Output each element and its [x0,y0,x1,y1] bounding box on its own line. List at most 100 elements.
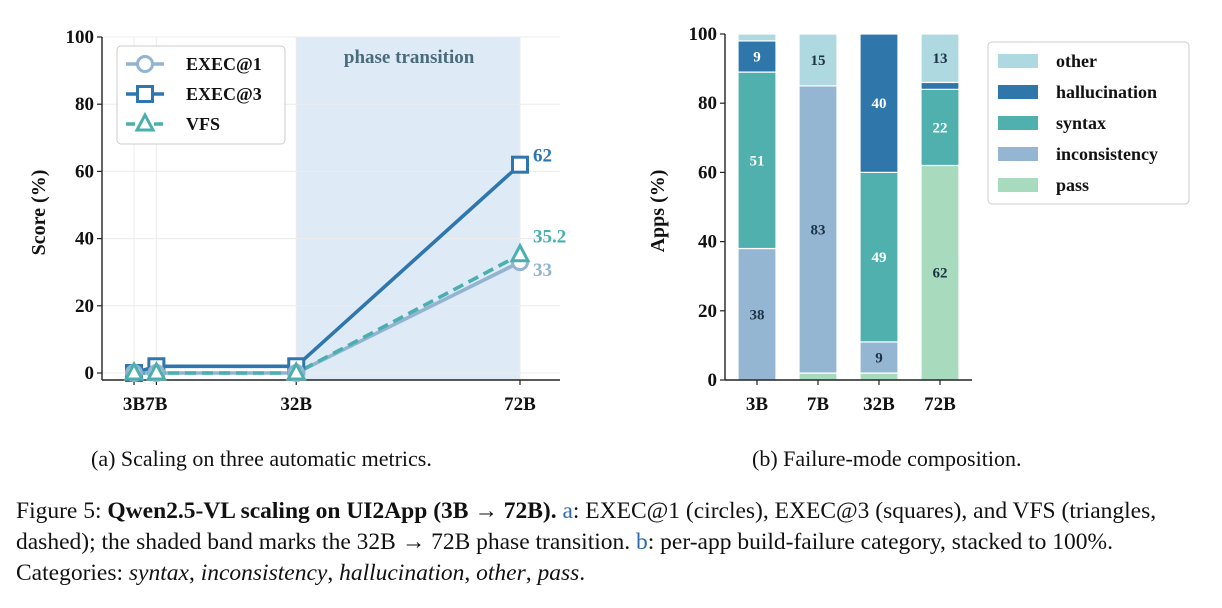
y-tick-label: 100 [689,24,718,45]
data-point-vfs [123,360,145,381]
caption-cat-other: other [476,560,526,586]
figure-caption: Figure 5: Qwen2.5-VL scaling on UI2App (… [16,496,1211,589]
x-tick-label: 32B [863,394,895,415]
y-tick-label: 60 [75,161,94,182]
segment-label-hallucination: 9 [753,49,761,65]
y-tick-label: 0 [85,363,95,384]
segment-label-other: 13 [933,51,948,67]
legend-swatch-pass [998,178,1038,192]
caption-sep: , [188,560,201,586]
legend-marker-exec1 [136,55,154,73]
x-tick-label: 3B [746,394,769,415]
caption-cat-syntax: syntax [128,560,189,586]
series-line-vfs [134,253,521,375]
y-tick-label: 80 [698,93,717,114]
bar-segment-hallucination [920,81,960,90]
legend-label-inconsistency: inconsistency [1056,144,1158,164]
legend-marker-vfs [134,111,156,132]
segment-label-other: 15 [811,53,826,69]
x-tick-label: 32B [280,394,312,415]
y-axis-label: Score (%) [28,170,50,256]
bar-segment-syntax [737,71,777,250]
caption-sep: , [525,560,538,586]
segment-label-syntax: 51 [750,153,765,169]
caption-ref-b[interactable]: b [636,529,648,555]
bar-segment-pass [859,372,899,381]
bar-segment-inconsistency [737,247,777,381]
stacked-bar-chart: 38 51 9 83 15 9 49 40 62 22 13 0 20 40 60 80 100 3B 7B 32B 7… [647,24,1190,415]
segment-label-inconsistency: 38 [750,307,765,323]
y-tick-label: 20 [698,301,717,322]
x-tick-label: 72B [504,394,536,415]
bar-segment-other [798,33,838,87]
legend-label-exec3: EXEC@3 [186,84,262,104]
legend: other hallucination syntax inconsistency pas… [987,41,1190,205]
legend-swatch-syntax [998,116,1038,130]
legend-marker-exec3 [136,85,154,103]
y-tick-label: 80 [75,94,94,115]
legend-label-hallucination: hallucination [1056,82,1157,102]
end-label-exec1: 33 [533,260,552,281]
caption-end: . [579,560,586,586]
caption-title: Qwen2.5-VL scaling on UI2App (3B → 72B). [107,498,557,524]
legend-label-other: other [1056,51,1097,71]
caption-ref-a[interactable]: a [562,498,573,524]
caption-cat-hallucination: hallucination [339,560,465,586]
x-tick-label: 7B [145,394,168,415]
y-tick-label: 0 [708,370,718,391]
bar-segment-other [737,33,777,42]
y-tick-label: 100 [66,27,95,48]
segment-label-inconsistency: 9 [875,351,883,367]
caption-sep: , [464,560,477,586]
y-tick-label: 60 [698,162,717,183]
legend-swatch-hallucination [998,85,1038,99]
end-label-vfs: 35.2 [533,227,566,248]
segment-label-pass: 62 [933,266,948,282]
segment-label-syntax: 49 [872,250,887,266]
bar-segment-pass [798,372,838,381]
data-point-exec3 [511,155,529,174]
caption-cat-pass: pass [537,560,580,586]
phase-transition-label: phase transition [344,47,475,68]
segment-label-inconsistency: 83 [811,222,826,238]
legend-swatch-inconsistency [998,147,1038,161]
legend: EXEC@1 EXEC@3 VFS [116,45,286,145]
caption-text-2: : per-app build-failure category, stacke… [16,529,1113,586]
data-point-vfs [145,360,167,381]
segment-label-syntax: 22 [933,120,948,136]
bar-segment-hallucination [737,40,777,73]
subcaption-a: (a) Scaling on three automatic metrics. [91,446,432,471]
bar-segment-syntax [920,88,960,167]
segment-label-hallucination: 40 [872,96,887,112]
caption-cat-inconsistency: inconsistency [200,560,328,586]
series-line-exec3 [133,163,522,375]
x-tick-label: 3B [123,394,146,415]
y-tick-label: 40 [698,232,717,253]
data-point-vfs [285,360,307,381]
legend-box [116,45,286,145]
x-tick-label: 72B [924,394,956,415]
bar-segment-syntax [859,171,899,343]
bar-segment-hallucination [859,33,899,173]
data-point-vfs [509,242,531,263]
bar-segment-inconsistency [798,85,838,374]
end-label-exec3: 62 [533,146,552,167]
subcaption-b: (b) Failure-mode composition. [752,446,1022,471]
line-chart: phase transition 0 20 40 60 80 100 3B 7B 32B 72B Sc… [28,27,566,415]
legend-swatch-other [998,54,1038,68]
caption-text-1: : EXEC@1 (circles), EXEC@3 (squares), an… [16,498,1157,555]
bar-segment-inconsistency [859,341,899,374]
phase-transition-band [296,37,520,380]
legend-box [987,41,1190,205]
legend-label-exec1: EXEC@1 [186,54,262,74]
x-tick-label: 7B [807,394,830,415]
bar-segment-pass [920,164,960,381]
y-tick-label: 20 [75,296,94,317]
y-tick-label: 40 [75,229,94,250]
caption-sep: , [327,560,340,586]
caption-prefix: Figure 5: [16,498,108,524]
legend-label-pass: pass [1056,175,1089,195]
legend-label-syntax: syntax [1056,113,1106,133]
legend-label-vfs: VFS [186,114,220,134]
